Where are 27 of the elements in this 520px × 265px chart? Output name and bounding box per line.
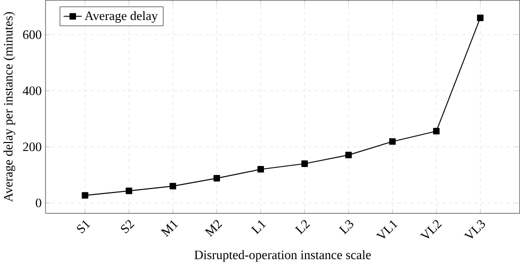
y-tick-label: 0 [36, 198, 42, 208]
y-tick-label: 200 [23, 142, 42, 152]
point [345, 152, 352, 158]
x-tick-label: S2 [120, 220, 134, 234]
legend-label: Average delay [84, 10, 158, 23]
x-tick-label: L1 [250, 220, 266, 234]
point [170, 182, 176, 190]
x-tick-label: L3 [338, 220, 354, 234]
y-axis-title: Average delay per instance (minutes) [4, 12, 16, 202]
point [257, 166, 264, 172]
y-tick-label: 600 [23, 30, 42, 39]
x-tick-label: M1 [160, 220, 178, 237]
y-tick-label: 400 [22, 86, 42, 95]
point [301, 160, 308, 167]
x-tick-label: VL2 [420, 220, 442, 238]
point [82, 192, 88, 198]
point [214, 174, 220, 182]
point [477, 14, 484, 21]
x-tick-label: M2 [204, 220, 222, 237]
point [389, 138, 396, 145]
x-tick-label: S1 [77, 220, 90, 234]
x-tick-label: VL3 [464, 220, 486, 238]
x-tick-label: L2 [294, 220, 310, 234]
point [126, 187, 132, 194]
x-axis-title: Disrupted-operation instance scale [194, 250, 371, 262]
x-tick-label: VL1 [376, 220, 398, 238]
point [433, 128, 440, 134]
